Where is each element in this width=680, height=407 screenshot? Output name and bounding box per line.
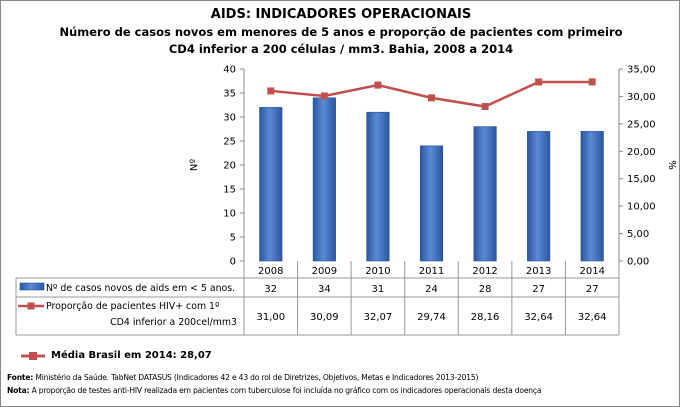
bar-legend-icon	[19, 282, 45, 291]
fonte-text: Ministério da Saúde. TabNet DATASUS (Ind…	[33, 373, 479, 382]
fonte-note: Fonte: Ministério da Saúde. TabNet DATAS…	[7, 373, 478, 382]
line-data-label: 31,00	[256, 312, 285, 323]
bar-data-label: 28	[479, 284, 492, 295]
line-marker-2010	[374, 81, 382, 89]
category-label: 2014	[579, 266, 604, 277]
line-marker-2014	[588, 78, 596, 86]
bar-data-label: 34	[318, 284, 331, 295]
nota-note: Nota: A proporção de testes anti-HIV rea…	[7, 386, 542, 395]
bar-2014	[580, 131, 604, 262]
bar-2012	[473, 126, 497, 262]
line-data-label: 30,09	[310, 312, 339, 323]
bar-2013	[527, 131, 551, 262]
bar-data-label: 32	[264, 284, 277, 295]
left-tick-label: 30	[223, 113, 236, 124]
line-marker-2013	[535, 78, 543, 86]
right-tick-label: 0,00	[627, 257, 649, 268]
left-tick-label: 25	[223, 137, 236, 148]
line-data-label: 29,74	[417, 312, 446, 323]
right-tick-label: 20,00	[627, 147, 656, 158]
bar-data-label: 31	[372, 284, 385, 295]
chart-subtitle-line2: CD4 inferior a 200 células / mm3. Bahia,…	[168, 42, 514, 56]
line-marker-2012	[481, 103, 489, 111]
right-tick-label: 35,00	[627, 65, 656, 76]
chart-svg: 0 5 10 15 20 25 30 35 40 0,00 5,00 10,00 15,00 20,00 2…	[15, 65, 677, 336]
line-marker-2008	[267, 87, 275, 95]
bar-data-label: 27	[532, 284, 545, 295]
chart-subtitle-line1: Número de casos novos em menores de 5 an…	[59, 25, 623, 39]
line-marker-2009	[320, 92, 328, 100]
left-tick-label: 20	[223, 161, 236, 172]
line-series-name-1: Proporção de pacientes HIV+ com 1º	[46, 301, 219, 312]
right-tick-label: 30,00	[627, 92, 656, 103]
line-data-label: 32,64	[524, 312, 553, 323]
bar-2008	[259, 107, 283, 262]
line-data-label: 32,64	[578, 312, 607, 323]
category-label: 2008	[258, 266, 283, 277]
fonte-label: Fonte:	[7, 373, 34, 382]
chart-title: AIDS: INDICADORES OPERACIONAIS	[210, 7, 472, 22]
category-label: 2010	[365, 266, 390, 277]
bar-data-label: 24	[425, 284, 438, 295]
right-tick-label: 10,00	[627, 202, 656, 213]
right-tick-label: 25,00	[627, 119, 656, 130]
left-tick-label: 40	[223, 65, 236, 76]
line-legend-marker-icon	[27, 302, 35, 310]
nota-label: Nota:	[7, 386, 30, 395]
media-brasil-label: Média Brasil em 2014: 28,07	[51, 350, 212, 361]
left-axis-label: Nº	[189, 159, 200, 171]
media-brasil-legend: Média Brasil em 2014: 28,07	[21, 350, 212, 361]
category-label: 2011	[419, 266, 444, 277]
category-label: 2009	[312, 266, 337, 277]
bar-2011	[419, 145, 444, 262]
nota-text: A proporção de testes anti-HIV realizada…	[29, 386, 542, 395]
right-tick-label: 15,00	[627, 174, 656, 185]
category-label: 2013	[526, 266, 551, 277]
line-series-name-2: CD4 inferior a 200cel/mm3	[110, 317, 237, 328]
bar-series-name: Nº de casos novos de aids em < 5 anos.	[46, 283, 235, 294]
line-marker-2011	[428, 94, 435, 102]
bar-2010	[366, 111, 390, 262]
category-label: 2012	[472, 266, 497, 277]
right-axis-label: %	[666, 160, 677, 170]
left-tick-label: 5	[230, 233, 236, 244]
right-tick-label: 5,00	[627, 229, 649, 240]
left-tick-label: 10	[223, 209, 236, 220]
left-tick-label: 35	[223, 89, 236, 100]
bar-data-label: 27	[586, 284, 599, 295]
bar-2009	[312, 97, 336, 262]
media-line-marker-icon	[21, 351, 45, 360]
left-tick-label: 0	[230, 257, 236, 268]
left-tick-label: 15	[223, 185, 236, 196]
line-data-label: 32,07	[364, 312, 393, 323]
line-data-label: 28,16	[471, 312, 500, 323]
